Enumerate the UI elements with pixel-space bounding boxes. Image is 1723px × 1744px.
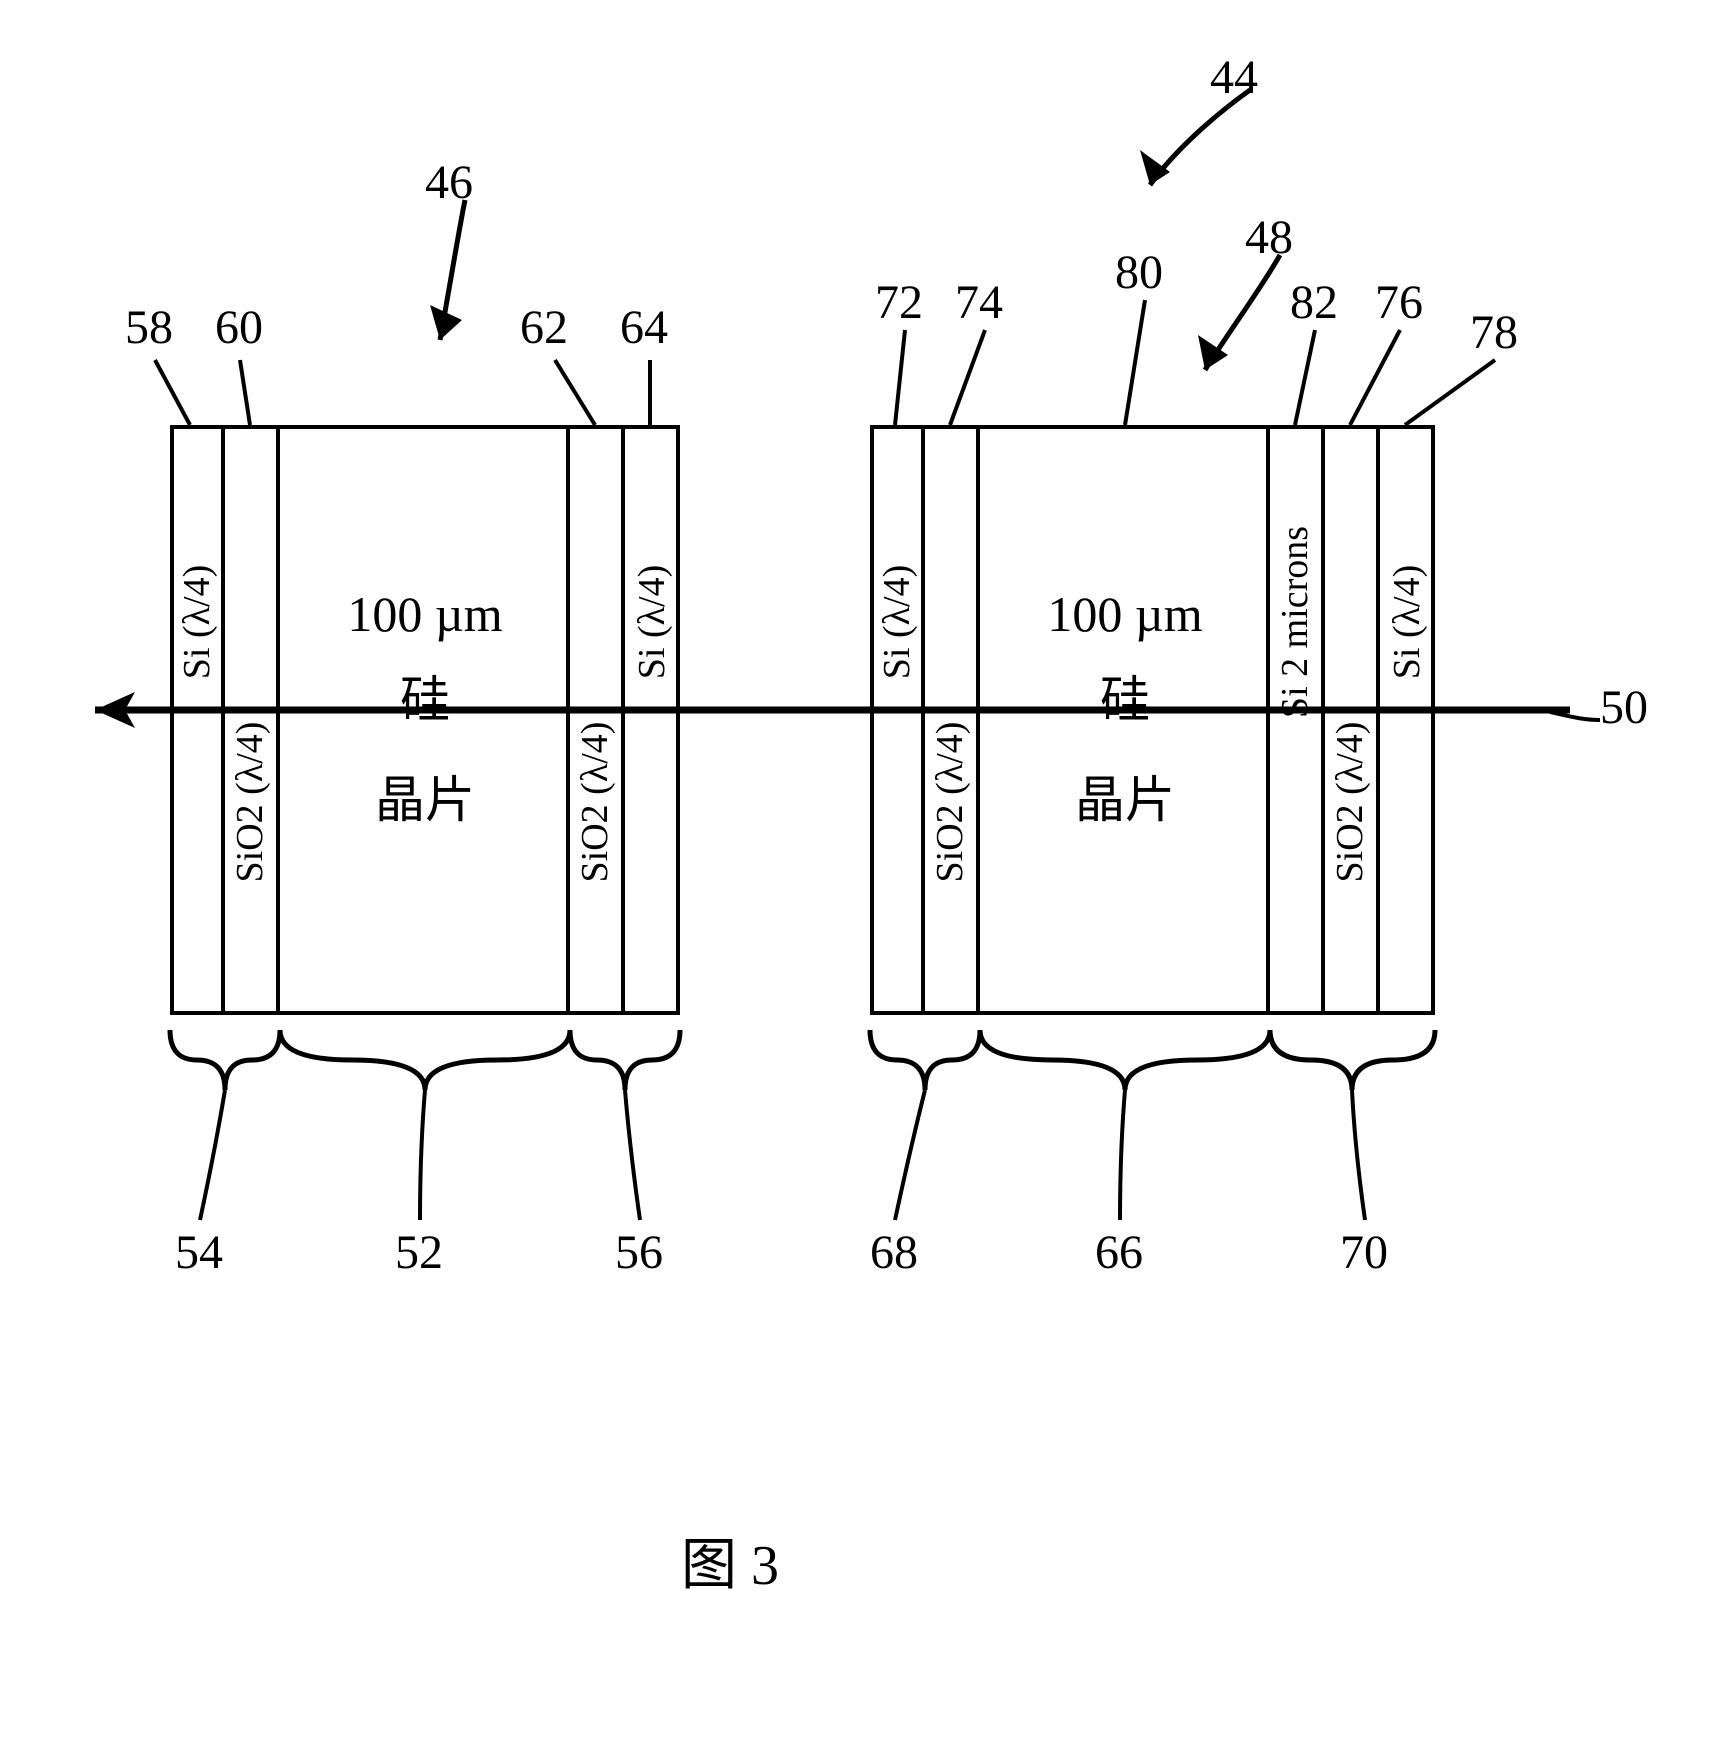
layer-60-label: SiO2 (λ/4) <box>228 682 272 922</box>
layer-52-line2: 硅 <box>315 660 535 732</box>
layer-52-line3: 晶片 <box>315 760 535 832</box>
layer-76-label: SiO2 (λ/4) <box>1328 682 1372 922</box>
callout-52: 52 <box>395 1225 443 1280</box>
callout-46: 46 <box>425 155 473 210</box>
layer-78-label: Si (λ/4) <box>1385 522 1429 722</box>
callout-54: 54 <box>175 1225 223 1280</box>
callout-80: 80 <box>1115 245 1163 300</box>
callout-68: 68 <box>870 1225 918 1280</box>
callout-82: 82 <box>1290 275 1338 330</box>
layer-64-label: Si (λ/4) <box>630 522 674 722</box>
callout-60: 60 <box>215 300 263 355</box>
layer-52-line1: 100 µm <box>315 585 535 643</box>
layer-80-line1: 100 µm <box>1015 585 1235 643</box>
callout-78: 78 <box>1470 305 1518 360</box>
callout-56: 56 <box>615 1225 663 1280</box>
callout-44: 44 <box>1210 50 1258 105</box>
callout-58: 58 <box>125 300 173 355</box>
callout-66: 66 <box>1095 1225 1143 1280</box>
figure-label: 图 3 <box>580 1520 880 1601</box>
layer-80-line2: 硅 <box>1015 660 1235 732</box>
callout-76: 76 <box>1375 275 1423 330</box>
callout-74: 74 <box>955 275 1003 330</box>
callout-62: 62 <box>520 300 568 355</box>
layer-74-label: SiO2 (λ/4) <box>928 682 972 922</box>
callout-64: 64 <box>620 300 668 355</box>
callout-48: 48 <box>1245 210 1293 265</box>
callout-70: 70 <box>1340 1225 1388 1280</box>
layer-62-label: SiO2 (λ/4) <box>573 682 617 922</box>
layer-82-label: Si 2 microns <box>1273 492 1317 752</box>
layer-80-line3: 晶片 <box>1015 760 1235 832</box>
callout-72: 72 <box>875 275 923 330</box>
layer-58-label: Si (λ/4) <box>175 522 219 722</box>
layer-72-label: Si (λ/4) <box>875 522 919 722</box>
callout-50: 50 <box>1600 680 1648 735</box>
